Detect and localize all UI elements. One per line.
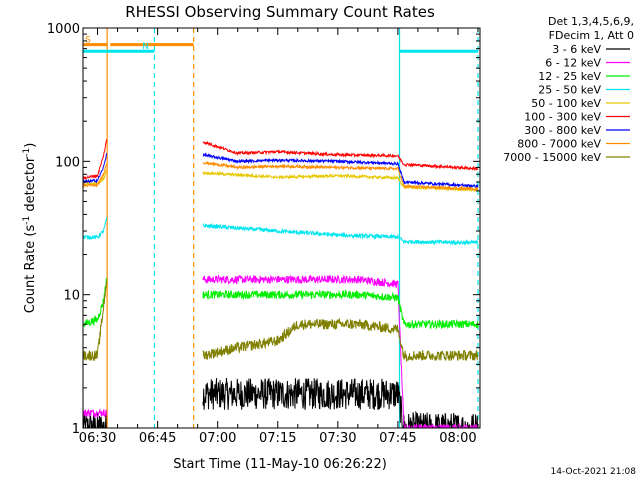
series-line	[83, 216, 479, 246]
plot-frame	[82, 27, 481, 429]
legend-label: 25 - 50 keV	[538, 84, 601, 97]
series-line	[83, 281, 479, 363]
header-detectors: Det 1,3,4,5,6,9,	[548, 15, 634, 28]
series-line	[83, 377, 479, 428]
y-tick-label: 1	[72, 422, 80, 437]
x-tick-label: 06:45	[139, 431, 176, 446]
y-tick-label: 100	[55, 155, 80, 170]
y-tick-label: 1000	[47, 22, 80, 37]
footer-date: 14-Oct-2021 21:08	[551, 467, 637, 477]
x-tick-label: 07:30	[319, 431, 356, 446]
series-line	[83, 160, 479, 192]
legend-label: 300 - 800 keV	[524, 124, 601, 137]
x-tick-label: 08:00	[439, 431, 476, 446]
series-line	[83, 139, 479, 181]
x-tick-label: 07:00	[199, 431, 236, 446]
vertical-markers	[106, 28, 479, 428]
flags-layer: SN	[83, 36, 478, 53]
series-line	[83, 274, 479, 428]
x-axis: 06:30 06:45 07:00 07:15 07:30 07:45 08:00	[79, 28, 479, 446]
chart-title: RHESSI Observing Summary Count Rates	[125, 3, 435, 21]
legend-label: 50 - 100 keV	[531, 97, 601, 110]
y-axis: 1 10 100 1000	[47, 22, 480, 437]
legend-label: 100 - 300 keV	[524, 111, 601, 124]
y-tick-label: 10	[63, 289, 80, 304]
legend-label: 800 - 7000 keV	[517, 138, 601, 151]
x-tick-label: 07:15	[259, 431, 296, 446]
flag-label: N	[142, 42, 149, 52]
legend-label: 3 - 6 keV	[552, 43, 601, 56]
x-tick-label: 06:30	[79, 431, 116, 446]
series-line	[83, 152, 479, 189]
legend-label: 6 - 12 keV	[545, 57, 601, 70]
x-tick-label: 07:45	[379, 431, 416, 446]
header-decim: FDecim 1, Att 0	[549, 29, 634, 42]
series-line	[83, 277, 479, 330]
y-axis-label: Count Rate (s-1 detector-1)	[22, 143, 38, 314]
header-info: Det 1,3,4,5,6,9, FDecim 1, Att 0	[548, 15, 634, 42]
flag-label: S	[85, 36, 91, 46]
legend-label: 7000 - 15000 keV	[503, 151, 601, 164]
legend-label: 12 - 25 keV	[538, 70, 601, 83]
x-axis-label: Start Time (11-May-10 06:26:22)	[173, 457, 387, 472]
series-layer	[83, 139, 479, 428]
